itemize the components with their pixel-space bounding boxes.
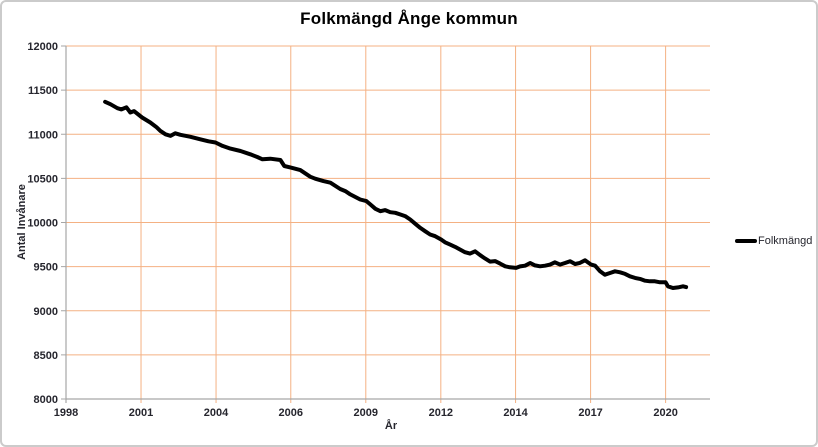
y-tick-label: 8000	[34, 394, 58, 406]
x-tick-label: 2001	[129, 407, 153, 419]
x-tick-label: 2004	[204, 407, 229, 419]
x-tick-label: 2012	[429, 407, 453, 419]
y-tick-label: 12000	[27, 41, 58, 53]
x-tick-label: 2020	[653, 407, 677, 419]
y-tick-label: 11000	[28, 129, 58, 141]
x-tick-label: 1998	[54, 407, 78, 419]
legend-line-swatch	[735, 239, 757, 243]
series-line-folkmangd	[103, 99, 689, 290]
x-tick-label: 2014	[503, 407, 528, 419]
y-tick-label: 10000	[27, 218, 58, 230]
chart-title: Folkmängd Ånge kommun	[300, 9, 518, 28]
x-axis-title: År	[384, 420, 398, 432]
x-tick-label: 2006	[279, 407, 303, 419]
legend: Folkmängd	[735, 235, 812, 247]
x-tick-label: 2009	[354, 407, 378, 419]
y-tick-label: 9500	[34, 262, 58, 274]
x-tick-label: 2017	[578, 407, 602, 419]
y-tick-label: 9000	[34, 306, 58, 318]
y-axis-title: Antal Invånare	[16, 184, 28, 260]
y-tick-label: 11500	[28, 85, 58, 97]
y-tick-label: 8500	[34, 350, 58, 362]
legend-label: Folkmängd	[758, 235, 813, 247]
y-tick-label: 10500	[27, 173, 58, 185]
